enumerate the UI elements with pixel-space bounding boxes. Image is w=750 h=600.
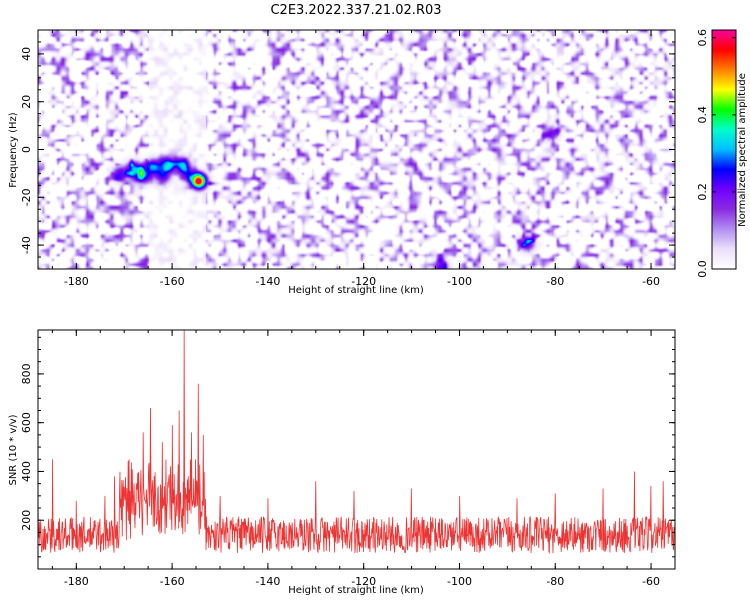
chart-title: C2E3.2022.337.21.02.R03 (270, 3, 441, 18)
snr-x-label: Height of straight line (km) (288, 585, 424, 596)
snr-y-axis: 200 400 600 800 (20, 336, 675, 570)
spectrogram-panel: -180 -160 -140 -120 -100 -80 -60 -40 -20 0 20 40 H… (8, 29, 676, 296)
spectrogram-y-tick-label: 20 (20, 95, 33, 109)
snr-series (37, 329, 676, 555)
snr-y-tick-label: 400 (20, 461, 33, 482)
snr-panel: -180 -160 -140 -120 -100 -80 -60 200400600800 … (8, 329, 676, 596)
spectrogram-y-axis: -40 -20 0 20 40 (20, 29, 675, 270)
snr-x-axis: -180 -160 -140 -120 -100 -80 -60 (51, 330, 676, 588)
spectrogram-y-tick-label: 0 (20, 146, 33, 153)
spectrogram-y-tick-label: -20 (20, 188, 33, 206)
colorbar-frame (711, 29, 737, 270)
colorbar-gradient (712, 30, 736, 269)
spectrogram-plot-area (38, 30, 675, 269)
snr-x-tick-label: -140 (255, 575, 280, 588)
spectrogram-y-label: Frequency (Hz) (8, 112, 19, 188)
colorbar-ticks: 0.0 0.2 0.4 0.6 (696, 29, 736, 278)
spectrogram-y-tick-label: -40 (20, 236, 33, 254)
colorbar-tick-label: 0.2 (696, 183, 709, 201)
snr-y-tick-label: 800 (20, 363, 33, 384)
colorbar-tick-label: 0.0 (696, 260, 709, 278)
snr-line (37, 329, 676, 555)
spectrogram-x-tick-label: -160 (160, 275, 185, 288)
spectrogram-y-tick-label: 40 (20, 47, 33, 61)
snr-frame (37, 329, 676, 570)
spectrogram-x-label: Height of straight line (km) (288, 285, 424, 296)
colorbar-tick-label: 0.4 (696, 106, 709, 124)
snr-x-tick-label: -160 (160, 575, 185, 588)
colorbar-label: Normalized spectral amplitude (737, 73, 748, 227)
snr-x-tick-label: -100 (447, 575, 472, 588)
snr-x-tick-label: -180 (64, 575, 89, 588)
snr-x-tick-label: -80 (546, 575, 564, 588)
spectrogram-x-axis: -180 -160 -140 -120 -100 -80 -60 (51, 30, 676, 288)
colorbar: 0.0 0.2 0.4 0.6 Normalized spectral amplitu… (696, 29, 748, 278)
snr-x-tick-label: -120 (351, 575, 376, 588)
snr-y-tick-label: 600 (20, 412, 33, 433)
snr-x-tick-label: -60 (642, 575, 660, 588)
spectrogram-x-tick-label: -140 (255, 275, 280, 288)
spectrogram-x-tick-label: -60 (642, 275, 660, 288)
spectrogram-heatmap (38, 30, 675, 269)
spectrogram-x-tick-label: -80 (546, 275, 564, 288)
colorbar-tick-label: 0.6 (696, 29, 709, 47)
spectrogram-x-tick-label: -120 (351, 275, 376, 288)
snr-y-tick-label: 200 (20, 510, 33, 531)
spectrogram-x-tick-label: -180 (64, 275, 89, 288)
spectrogram-x-tick-label: -100 (447, 275, 472, 288)
snr-y-label: SNR (10 * v/v) (8, 414, 19, 485)
